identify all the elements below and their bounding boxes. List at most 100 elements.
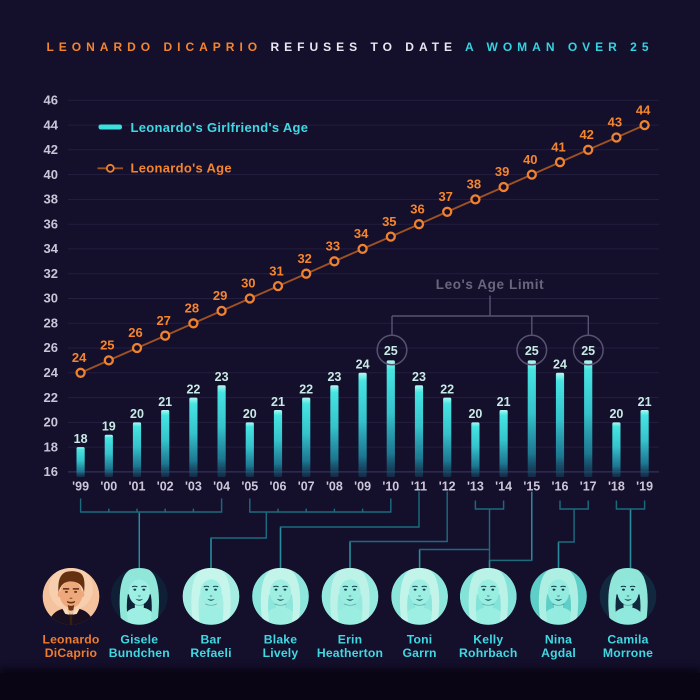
svg-text:Leonardo: Leonardo	[42, 632, 99, 646]
svg-text:'09: '09	[354, 480, 371, 494]
svg-text:22: 22	[186, 382, 200, 396]
svg-text:40: 40	[523, 152, 537, 167]
svg-text:25: 25	[525, 344, 539, 358]
svg-text:42: 42	[44, 142, 58, 157]
svg-text:Rohrbach: Rohrbach	[459, 646, 517, 660]
svg-text:Toni: Toni	[407, 632, 433, 646]
svg-text:'08: '08	[326, 480, 343, 494]
svg-text:24: 24	[356, 358, 370, 372]
svg-text:44: 44	[44, 117, 59, 132]
svg-text:Nina: Nina	[545, 632, 572, 646]
svg-text:25: 25	[100, 338, 114, 353]
svg-text:'00: '00	[100, 480, 117, 494]
svg-text:26: 26	[44, 340, 58, 355]
svg-text:Gisele: Gisele	[120, 632, 158, 646]
svg-text:20: 20	[609, 407, 623, 421]
svg-text:23: 23	[412, 370, 426, 384]
svg-text:22: 22	[299, 382, 313, 396]
svg-text:43: 43	[608, 115, 622, 130]
svg-text:'17: '17	[580, 480, 597, 494]
svg-text:46: 46	[44, 93, 58, 108]
svg-text:'18: '18	[608, 480, 625, 494]
svg-text:Kelly: Kelly	[473, 632, 503, 646]
svg-text:DiCaprio: DiCaprio	[45, 646, 97, 660]
svg-text:24: 24	[44, 365, 59, 380]
svg-text:'12: '12	[439, 480, 456, 494]
svg-text:Lively: Lively	[263, 646, 299, 660]
svg-text:22: 22	[44, 390, 58, 405]
svg-text:38: 38	[467, 177, 481, 192]
svg-text:36: 36	[44, 216, 58, 231]
svg-text:33: 33	[326, 239, 340, 254]
svg-text:22: 22	[440, 382, 454, 396]
svg-text:Erin: Erin	[338, 632, 363, 646]
svg-text:44: 44	[636, 102, 651, 117]
svg-text:18: 18	[74, 432, 88, 446]
svg-text:'14: '14	[495, 480, 512, 494]
svg-text:'07: '07	[298, 480, 315, 494]
svg-text:'13: '13	[467, 480, 484, 494]
svg-text:'06: '06	[270, 480, 287, 494]
svg-text:'15: '15	[523, 480, 540, 494]
svg-text:'16: '16	[552, 480, 569, 494]
svg-text:Bundchen: Bundchen	[109, 646, 170, 660]
svg-text:Refaeli: Refaeli	[190, 646, 231, 660]
svg-text:23: 23	[327, 370, 341, 384]
svg-text:21: 21	[497, 395, 511, 409]
svg-text:27: 27	[156, 313, 170, 328]
svg-text:19: 19	[102, 420, 116, 434]
svg-text:31: 31	[269, 263, 283, 278]
svg-text:20: 20	[243, 407, 257, 421]
svg-text:34: 34	[44, 241, 59, 256]
svg-text:Heatherton: Heatherton	[317, 646, 383, 660]
svg-text:28: 28	[44, 316, 58, 331]
svg-text:'05: '05	[241, 480, 258, 494]
svg-text:Bar: Bar	[201, 632, 222, 646]
svg-text:Leonardo's Age: Leonardo's Age	[131, 161, 232, 176]
svg-text:'02: '02	[157, 480, 174, 494]
svg-text:23: 23	[215, 370, 229, 384]
svg-text:'01: '01	[129, 480, 146, 494]
svg-text:35: 35	[382, 214, 396, 229]
svg-text:20: 20	[130, 407, 144, 421]
svg-text:29: 29	[213, 288, 227, 303]
svg-text:Leo's Age Limit: Leo's Age Limit	[436, 277, 544, 292]
svg-text:Blake: Blake	[264, 632, 298, 646]
svg-text:37: 37	[438, 189, 452, 204]
svg-text:Leonardo's Girlfriend's Age: Leonardo's Girlfriend's Age	[131, 120, 309, 135]
svg-text:Morrone: Morrone	[603, 646, 653, 660]
svg-text:24: 24	[72, 350, 87, 365]
svg-text:36: 36	[410, 201, 424, 216]
svg-text:25: 25	[581, 344, 595, 358]
svg-text:20: 20	[468, 407, 482, 421]
svg-text:32: 32	[297, 251, 311, 266]
svg-text:21: 21	[271, 395, 285, 409]
svg-text:'10: '10	[382, 480, 399, 494]
svg-text:30: 30	[241, 276, 255, 291]
svg-text:'04: '04	[213, 480, 230, 494]
svg-text:18: 18	[44, 439, 58, 454]
svg-text:25: 25	[384, 344, 398, 358]
svg-text:30: 30	[44, 291, 58, 306]
svg-text:Camila: Camila	[607, 632, 648, 646]
svg-text:42: 42	[579, 127, 593, 142]
svg-text:40: 40	[44, 167, 58, 182]
svg-text:'03: '03	[185, 480, 202, 494]
svg-text:'11: '11	[411, 480, 427, 494]
svg-text:39: 39	[495, 164, 509, 179]
svg-text:'19: '19	[636, 480, 653, 494]
svg-text:21: 21	[158, 395, 172, 409]
svg-text:34: 34	[354, 226, 369, 241]
svg-text:41: 41	[551, 139, 565, 154]
svg-text:Agdal: Agdal	[541, 646, 576, 660]
svg-text:32: 32	[44, 266, 58, 281]
svg-text:26: 26	[128, 325, 142, 340]
svg-text:Garrn: Garrn	[402, 646, 436, 660]
svg-text:38: 38	[44, 192, 58, 207]
svg-text:24: 24	[553, 358, 567, 372]
svg-text:16: 16	[44, 464, 58, 479]
svg-text:21: 21	[638, 395, 652, 409]
svg-text:'99: '99	[72, 480, 89, 494]
svg-text:20: 20	[44, 415, 58, 430]
svg-text:28: 28	[185, 301, 199, 316]
